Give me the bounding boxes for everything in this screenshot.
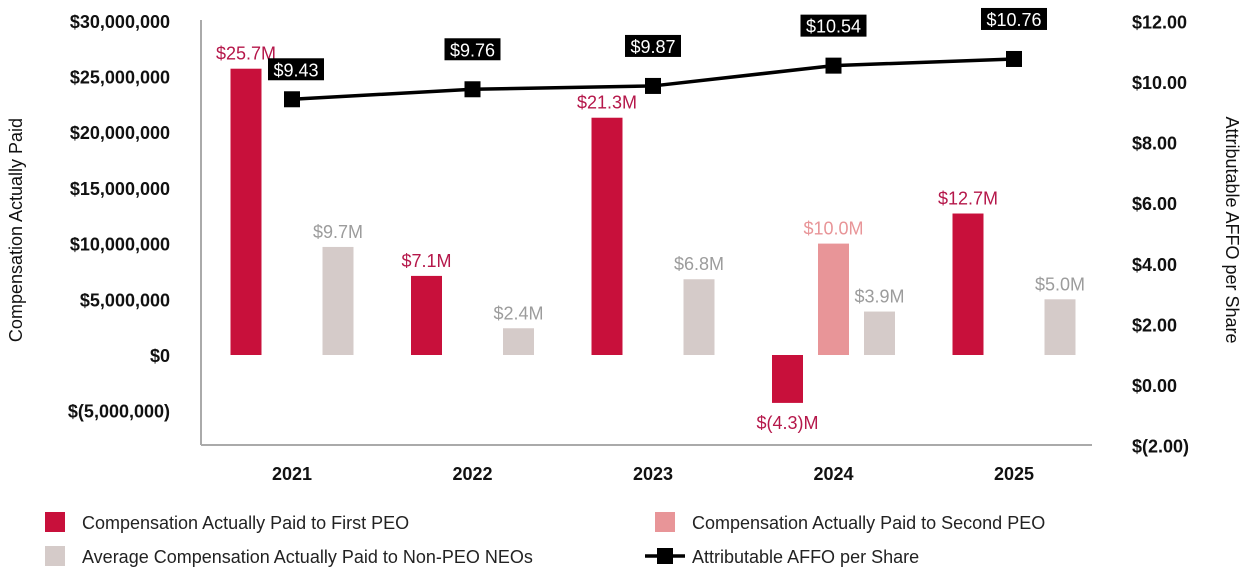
bar-average-compensation-actually-paid-to-non-peo-neos — [322, 246, 354, 355]
legend-label: Attributable AFFO per Share — [692, 547, 919, 567]
left-tick-label: $25,000,000 — [70, 68, 170, 88]
affo-label-box — [268, 58, 324, 81]
bar-data-label: $3.9M — [854, 287, 904, 307]
affo-point-marker — [1006, 50, 1022, 67]
right-tick-label: $0.00 — [1132, 376, 1177, 396]
legend-label: Compensation Actually Paid to Second PEO — [692, 513, 1045, 533]
x-tick-label: 2025 — [994, 464, 1034, 484]
left-axis-title: Compensation Actually Paid — [6, 118, 26, 342]
bar-data-label: $10.0M — [803, 219, 863, 239]
bar-compensation-actually-paid-to-first-peo — [772, 355, 803, 403]
affo-data-label: $9.76 — [450, 40, 495, 60]
affo-label-box — [981, 7, 1047, 30]
right-tick-label: $4.00 — [1132, 255, 1177, 275]
affo-data-label: $9.87 — [630, 37, 675, 57]
bar-average-compensation-actually-paid-to-non-peo-neos — [1044, 299, 1076, 355]
bar-average-compensation-actually-paid-to-non-peo-neos — [864, 311, 895, 355]
bar-data-label: $6.8M — [674, 254, 724, 274]
legend-label: Compensation Actually Paid to First PEO — [82, 513, 409, 533]
affo-data-label: $10.76 — [986, 10, 1041, 30]
affo-label-box — [444, 38, 501, 61]
affo-point-marker — [825, 57, 842, 74]
affo-label-box — [800, 14, 867, 37]
right-tick-label: $(2.00) — [1132, 437, 1189, 457]
bar-average-compensation-actually-paid-to-non-peo-neos — [683, 279, 715, 355]
left-tick-label: $10,000,000 — [70, 235, 170, 255]
legend-label: Average Compensation Actually Paid to No… — [82, 547, 533, 567]
affo-point-marker — [284, 91, 300, 108]
affo-data-label: $9.43 — [273, 60, 318, 80]
bar-compensation-actually-paid-to-first-peo — [952, 213, 984, 355]
bar-average-compensation-actually-paid-to-non-peo-neos — [503, 328, 534, 355]
right-tick-label: $10.00 — [1132, 73, 1187, 93]
bar-compensation-actually-paid-to-first-peo — [230, 68, 262, 356]
x-tick-label: 2021 — [272, 464, 312, 484]
bar-compensation-actually-paid-to-first-peo — [411, 275, 442, 355]
right-tick-label: $6.00 — [1132, 194, 1177, 214]
legend-marker-icon — [657, 548, 673, 564]
bar-data-label: $9.7M — [313, 222, 363, 242]
bar-compensation-actually-paid-to-first-peo — [591, 117, 623, 355]
right-tick-label: $8.00 — [1132, 134, 1177, 154]
left-tick-label: $20,000,000 — [70, 123, 170, 143]
right-axis-title: Attributable AFFO per Share — [1222, 116, 1242, 343]
bar-data-label: $25.7M — [216, 44, 276, 64]
legend-swatch — [45, 512, 65, 532]
affo-data-label: $10.54 — [806, 17, 861, 37]
bar-data-label: $12.7M — [938, 189, 998, 209]
legend-swatch — [45, 546, 65, 566]
x-tick-label: 2024 — [813, 464, 853, 484]
affo-label-box — [625, 34, 681, 57]
left-tick-label: $30,000,000 — [70, 12, 170, 32]
bar-data-label: $2.4M — [493, 303, 543, 323]
left-tick-label: $0 — [150, 346, 170, 366]
left-tick-label: $5,000,000 — [80, 290, 170, 310]
affo-point-marker — [645, 77, 661, 94]
left-tick-label: $15,000,000 — [70, 179, 170, 199]
x-tick-label: 2022 — [452, 464, 492, 484]
bar-data-label: $7.1M — [401, 251, 451, 271]
bar-data-label: $5.0M — [1035, 274, 1085, 294]
affo-point-marker — [464, 81, 481, 98]
legend-swatch — [655, 512, 675, 532]
bar-compensation-actually-paid-to-second-peo — [818, 243, 849, 355]
left-tick-label: $(5,000,000) — [68, 402, 170, 422]
x-tick-label: 2023 — [633, 464, 673, 484]
bar-data-label: $21.3M — [577, 93, 637, 113]
bar-data-label: $(4.3)M — [756, 413, 818, 433]
right-tick-label: $2.00 — [1132, 315, 1177, 335]
right-tick-label: $12.00 — [1132, 12, 1187, 32]
